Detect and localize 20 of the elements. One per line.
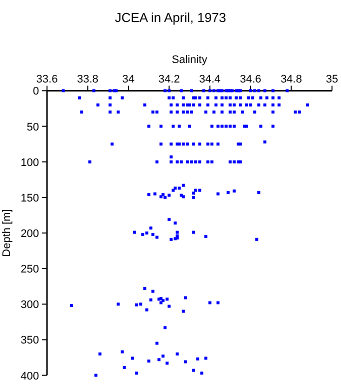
x-tick-label: 34.4 <box>199 74 221 86</box>
y-tick-label: 200 <box>20 228 39 240</box>
x-tick-label: 34.2 <box>158 74 180 86</box>
x-tick-label: 34.8 <box>280 74 302 86</box>
x-tick-label: 35 <box>326 74 338 86</box>
y-tick-label: 350 <box>20 334 39 347</box>
x-tick-label: 34.6 <box>240 74 262 86</box>
x-tick-label: 33.8 <box>77 74 98 86</box>
x-tick-label: 34 <box>122 74 135 86</box>
y-tick-label: 150 <box>20 192 39 204</box>
y-tick-label: 400 <box>20 370 39 382</box>
x-axis-title: Salinity <box>172 54 208 66</box>
y-tick-label: 100 <box>20 156 39 169</box>
y-tick-label: 50 <box>26 121 39 134</box>
x-tick-label: 33.6 <box>36 74 58 86</box>
y-tick-label: 0 <box>32 86 39 98</box>
y-axis-title: Depth [m] <box>1 209 13 257</box>
chart-title: JCEA in April, 1973 <box>114 10 226 25</box>
y-tick-label: 250 <box>20 264 39 276</box>
y-tick-label: 300 <box>20 299 39 312</box>
